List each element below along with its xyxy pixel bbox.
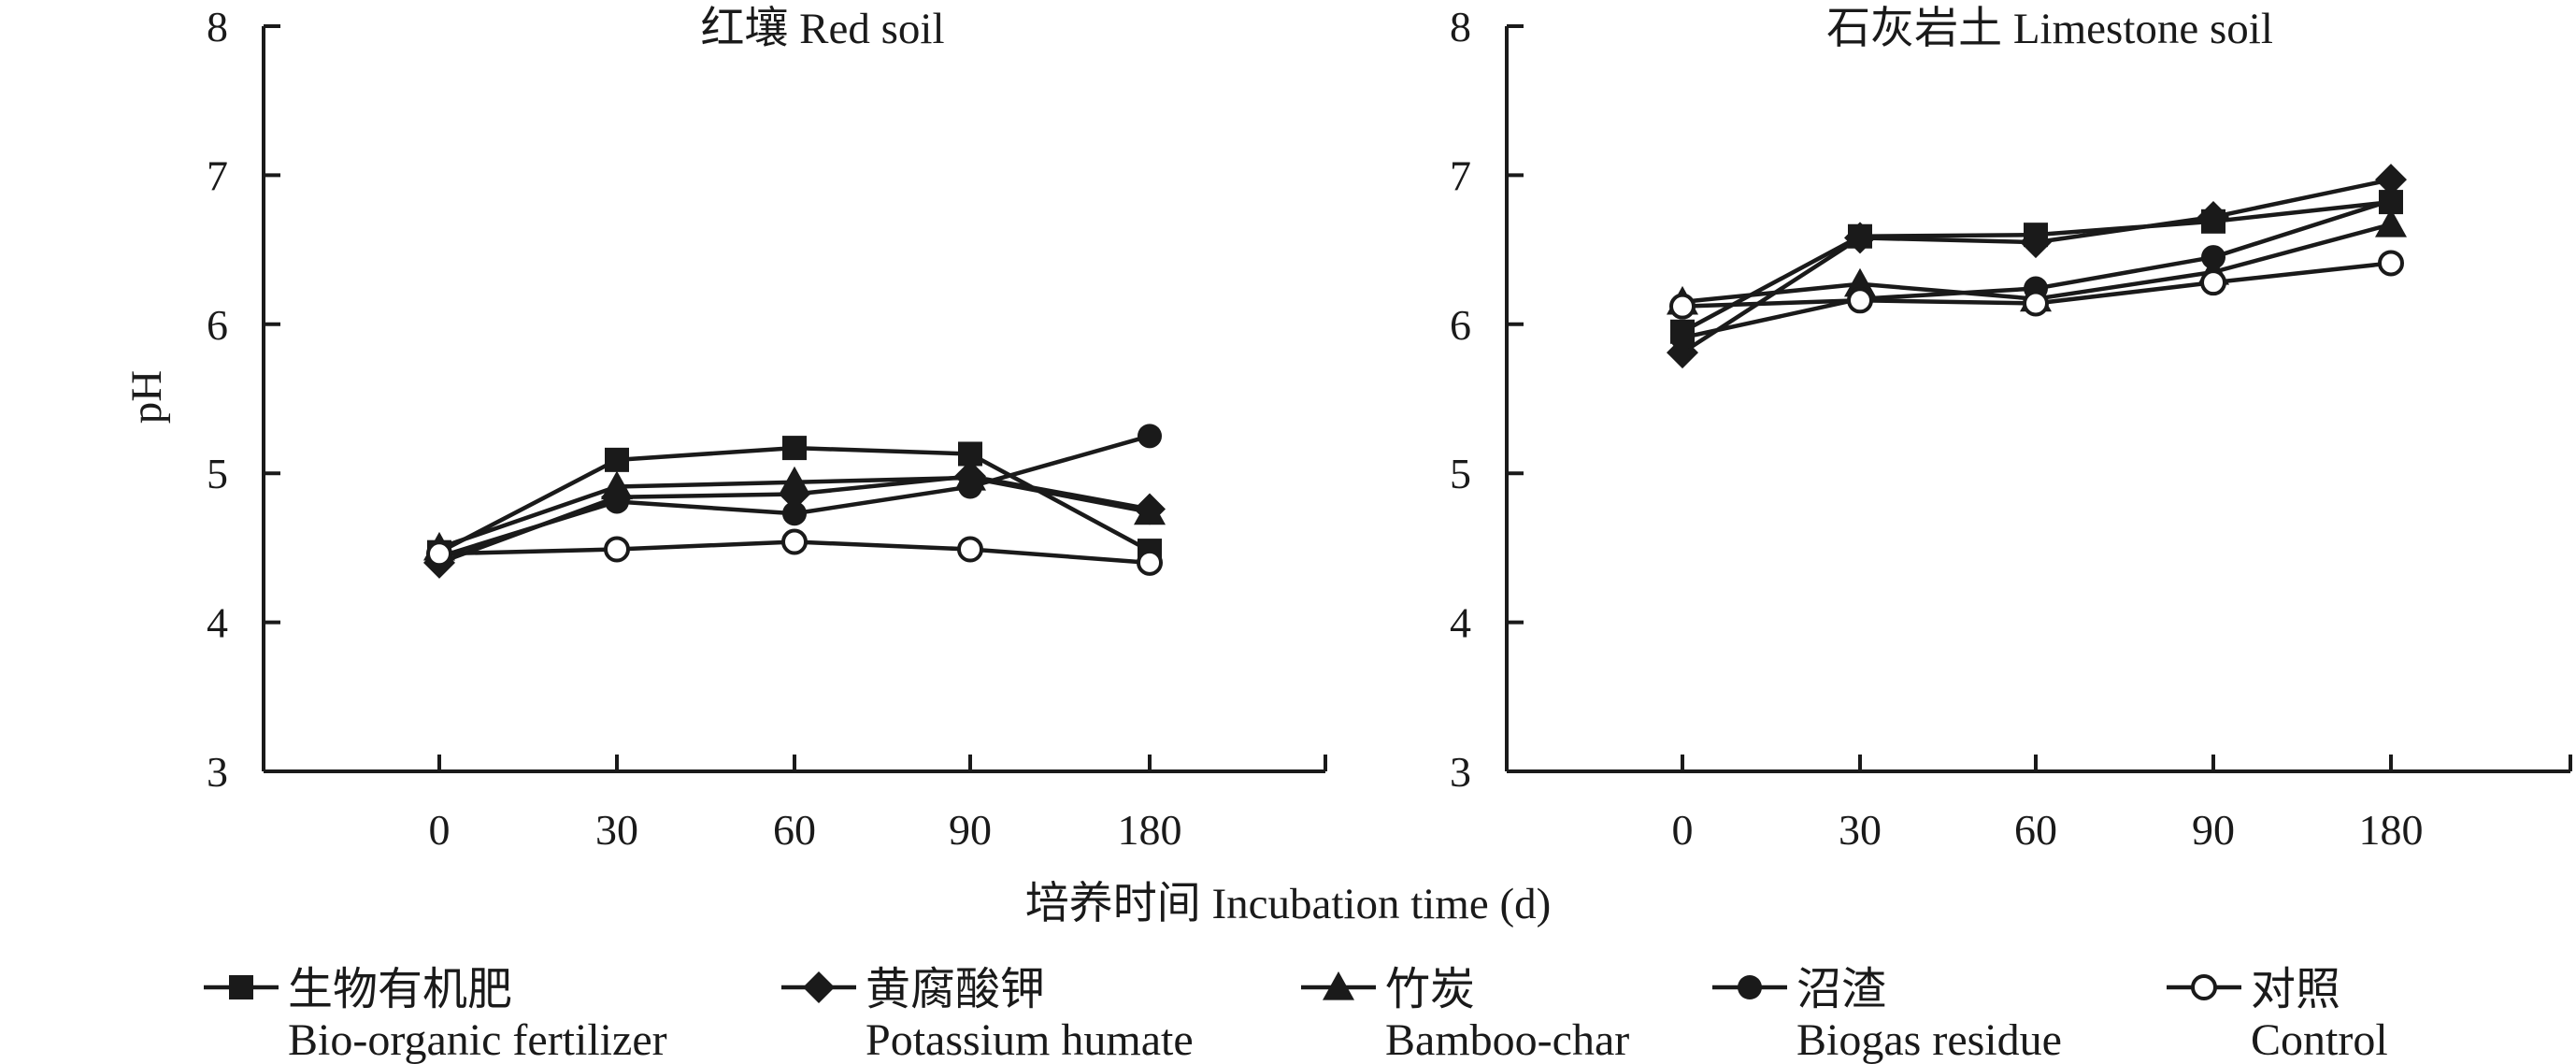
series-line: [1682, 198, 2392, 340]
x-tick-label: 90: [2192, 806, 2235, 854]
legend-label-zh: 竹炭: [1385, 965, 1475, 1014]
x-tick-label: 90: [949, 806, 992, 854]
data-point: [779, 466, 810, 496]
legend-label-en: Potassium humate: [866, 1015, 1194, 1064]
y-tick-label: 5: [207, 450, 228, 497]
data-point: [605, 447, 629, 472]
data-point: [601, 470, 633, 500]
y-tick-label: 6: [1450, 301, 1471, 349]
legend-marker: [1738, 975, 1762, 999]
data-point: [1138, 424, 1162, 449]
x-tick-label: 30: [1839, 806, 1882, 854]
x-tick-label: 0: [1672, 806, 1694, 854]
legend-marker: [803, 971, 835, 1003]
limestone-soil-panel: 3 4 5 6 7 8 0 30 60 90 180 石灰岩土 Limestone soil: [1450, 3, 2572, 854]
data-point: [958, 474, 982, 499]
x-axis-title: 培养时间 Incubation time (d): [1025, 880, 1552, 928]
data-point: [605, 489, 629, 514]
data-point: [957, 536, 983, 563]
y-tick-label: 6: [207, 301, 228, 349]
red-soil-panel: 3 4 5 6 7 8 0 30 60 90 180 红壤 Red soil pH: [122, 3, 1327, 854]
series-line: [1681, 177, 2392, 354]
y-tick-label: 3: [1450, 748, 1471, 796]
data-point: [2375, 208, 2407, 237]
y-tick-label: 7: [207, 151, 228, 199]
data-point: [2375, 164, 2407, 196]
y-tick-label: 3: [207, 748, 228, 796]
legend-marker: [229, 975, 253, 999]
legend-label-zh: 黄腐酸钾: [866, 965, 1045, 1014]
data-point: [1134, 496, 1166, 525]
x-tick-label: 180: [1118, 806, 1182, 854]
data-point: [1847, 287, 1873, 314]
data-point: [2378, 250, 2404, 277]
x-tick-label: 180: [2359, 806, 2424, 854]
data-point: [782, 501, 807, 526]
legend-marker: [1323, 971, 1354, 1000]
data-point: [604, 536, 630, 563]
data-point: [2197, 201, 2229, 234]
y-tick-label: 7: [1450, 151, 1471, 199]
y-axis-title: pH: [122, 370, 171, 424]
data-point: [782, 436, 807, 461]
legend-label-en: Bio-organic fertilizer: [288, 1015, 667, 1064]
panel-title: 石灰岩土 Limestone soil: [1826, 5, 2273, 53]
data-point: [1844, 222, 1876, 254]
data-point: [2023, 290, 2049, 317]
legend-marker: [2191, 974, 2217, 1000]
legend-label-zh: 对照: [2251, 965, 2340, 1014]
data-point: [1669, 293, 1696, 320]
panel-title: 红壤 Red soil: [700, 5, 944, 53]
x-tick-label: 60: [2014, 806, 2057, 854]
data-point: [2020, 226, 2052, 259]
x-tick-label: 0: [429, 806, 451, 854]
legend-label-en: Control: [2251, 1015, 2388, 1064]
data-point: [1137, 549, 1163, 576]
data-point: [781, 528, 808, 555]
data-point: [1670, 325, 1695, 351]
data-point: [426, 540, 452, 568]
x-tick-label: 30: [595, 806, 638, 854]
data-point: [2201, 245, 2225, 270]
y-tick-label: 4: [1450, 599, 1471, 647]
data-point: [2200, 269, 2226, 296]
data-point: [2379, 188, 2403, 213]
y-tick-label: 8: [207, 3, 228, 50]
legend-label-zh: 生物有机肥: [288, 965, 512, 1014]
y-tick-label: 8: [1450, 3, 1471, 50]
y-tick-label: 4: [207, 599, 228, 647]
legend-label-en: Bamboo-char: [1385, 1015, 1629, 1064]
legend-label-en: Biogas residue: [1796, 1015, 2062, 1064]
x-tick-label: 60: [773, 806, 816, 854]
legend-label-zh: 沼渣: [1796, 965, 1886, 1014]
data-point: [1844, 267, 1876, 297]
y-tick-label: 5: [1450, 450, 1471, 497]
